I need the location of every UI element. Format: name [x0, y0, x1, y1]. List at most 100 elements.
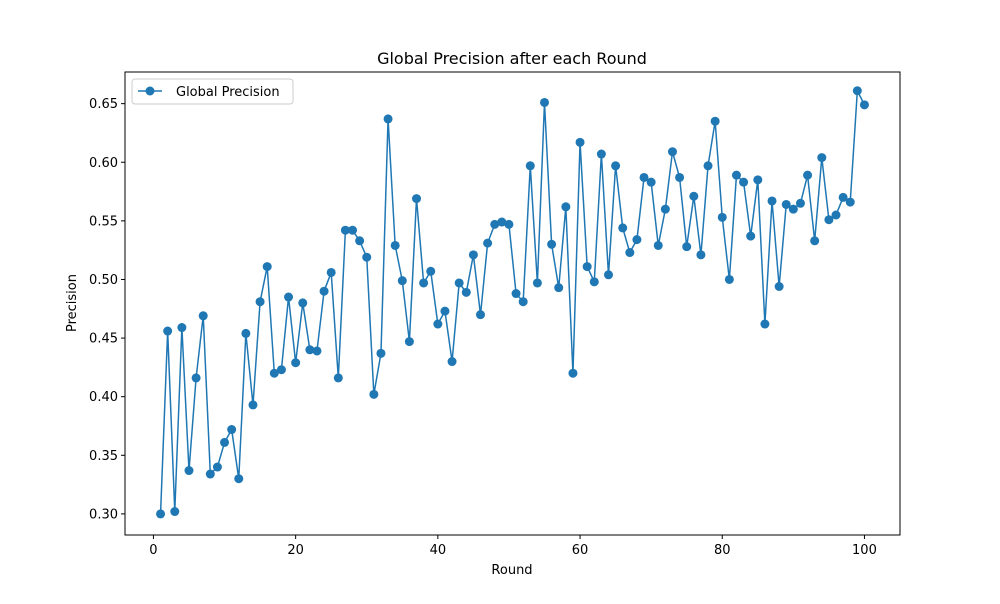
data-point [440, 306, 450, 316]
legend: Global Precision [131, 78, 294, 105]
data-point [568, 368, 578, 378]
data-point [184, 466, 194, 476]
y-tick-label: 0.35 [89, 449, 118, 464]
y-tick-label: 0.50 [89, 273, 118, 288]
legend-marker-swatch [145, 86, 155, 96]
data-point [404, 337, 414, 347]
data-point [333, 373, 343, 383]
data-point [788, 204, 798, 214]
data-point [319, 286, 329, 296]
data-point [433, 319, 443, 329]
data-point [412, 194, 422, 204]
data-point [859, 100, 869, 110]
data-point [419, 278, 429, 288]
data-point [603, 270, 613, 280]
data-point [397, 276, 407, 286]
data-point [746, 231, 756, 241]
data-point [461, 287, 471, 297]
data-point [362, 252, 372, 262]
x-axis: 0 20 40 60 80 100 [149, 535, 877, 558]
data-point [767, 196, 777, 206]
data-point [667, 147, 677, 157]
data-point [518, 297, 528, 307]
data-point [547, 239, 557, 249]
data-point [589, 277, 599, 287]
y-tick-label: 0.40 [89, 390, 118, 405]
data-point [824, 215, 834, 225]
data-point [575, 137, 585, 147]
data-point [390, 240, 400, 250]
data-point [227, 425, 237, 435]
x-tick-label: 0 [149, 543, 157, 558]
data-point [781, 199, 791, 209]
data-point [376, 348, 386, 358]
data-point [653, 240, 663, 250]
data-point [618, 223, 628, 233]
data-point [675, 172, 685, 182]
x-tick-label: 60 [572, 543, 589, 558]
data-point [476, 310, 485, 320]
legend-label: Global Precision [176, 85, 280, 100]
data-point [810, 236, 820, 246]
data-point [817, 153, 827, 163]
data-point [703, 161, 713, 171]
data-point [234, 474, 244, 484]
data-point [497, 217, 507, 227]
data-point [447, 357, 457, 367]
y-axis-label: Precision [65, 274, 80, 332]
data-point [540, 97, 549, 107]
data-point [852, 86, 862, 96]
data-point [696, 250, 706, 260]
data-point [639, 172, 649, 182]
data-point [454, 278, 464, 288]
data-point [483, 238, 493, 248]
data-point [326, 267, 336, 277]
data-point [305, 345, 315, 355]
data-point [198, 311, 208, 321]
y-tick-label: 0.55 [89, 214, 118, 229]
data-point [468, 250, 478, 260]
data-point [511, 289, 521, 299]
data-point [710, 116, 720, 126]
plot-area-frame [124, 71, 901, 536]
data-point [276, 365, 286, 375]
data-point [682, 242, 692, 252]
data-point [774, 282, 784, 291]
data-point [355, 236, 365, 246]
data-point [340, 225, 350, 235]
data-point [255, 297, 265, 307]
data-point [312, 346, 322, 356]
data-point [490, 219, 500, 229]
data-point [760, 319, 770, 329]
data-point [241, 328, 251, 338]
data-point [753, 175, 763, 185]
data-point [582, 262, 592, 272]
data-point [525, 161, 535, 171]
data-point [284, 292, 294, 302]
y-tick-label: 0.45 [89, 332, 118, 347]
x-tick-label: 20 [287, 543, 304, 558]
data-point [205, 469, 215, 479]
data-point [795, 198, 805, 208]
y-axis: 0.30 0.35 0.40 0.45 0.50 0.55 0.60 0.65 [89, 97, 125, 522]
data-point [262, 262, 272, 272]
data-point [156, 509, 166, 519]
data-point [369, 389, 379, 399]
data-point [220, 437, 230, 447]
data-point [177, 323, 187, 333]
data-point [689, 191, 699, 201]
y-tick-label: 0.60 [89, 156, 118, 171]
data-point [348, 225, 358, 235]
x-axis-label: Round [491, 563, 532, 578]
data-point [838, 192, 848, 202]
data-point [554, 283, 564, 293]
data-point [298, 298, 308, 308]
data-point [625, 248, 635, 258]
data-point [831, 210, 841, 220]
data-point [269, 368, 279, 378]
data-point [383, 114, 393, 124]
data-point [632, 235, 642, 245]
data-point [248, 400, 258, 410]
data-point [646, 177, 656, 187]
x-tick-label: 80 [714, 543, 731, 558]
